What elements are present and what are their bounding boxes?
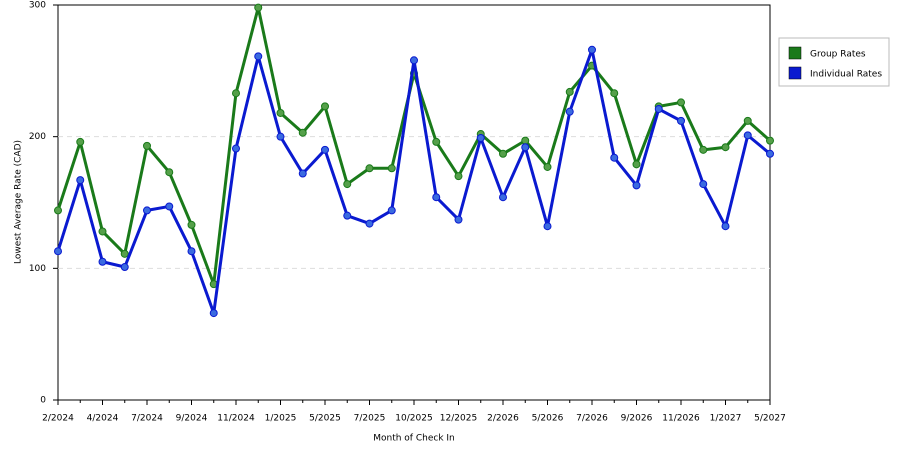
point [76, 176, 85, 185]
point [365, 219, 374, 228]
legend-swatch [788, 66, 802, 80]
x-tick-label: 9/2024 [176, 414, 208, 424]
point [766, 149, 774, 158]
point [387, 164, 396, 173]
x-tick-label: 11/2024 [217, 414, 255, 424]
y-tick-label: 200 [29, 132, 46, 142]
legend-label: Group Rates [810, 50, 866, 60]
point [276, 108, 285, 117]
x-tick-label: 2/2026 [487, 414, 519, 424]
x-tick-label: 4/2024 [87, 414, 119, 424]
point [343, 211, 352, 220]
x-tick-label: 11/2026 [662, 414, 700, 424]
point [565, 87, 574, 96]
legend-swatch [788, 46, 802, 60]
x-tick-label: 7/2025 [354, 414, 386, 424]
point [654, 105, 663, 114]
point [699, 145, 708, 154]
point [232, 89, 240, 98]
point [54, 247, 62, 256]
point [632, 160, 641, 169]
x-tick-label: 2/2024 [42, 414, 74, 424]
point [120, 263, 129, 272]
point [410, 56, 418, 65]
point [254, 52, 263, 61]
y-tick-label: 0 [40, 396, 46, 406]
point [298, 169, 307, 178]
point [76, 137, 85, 146]
y-tick-label: 300 [29, 1, 46, 11]
point [565, 107, 574, 116]
point [143, 141, 151, 150]
point [365, 164, 374, 173]
point [432, 193, 441, 202]
point [432, 137, 441, 146]
point [476, 133, 485, 142]
point [743, 131, 752, 140]
legend-label: Individual Rates [810, 70, 882, 80]
point [143, 206, 151, 215]
y-tick-label: 100 [29, 264, 46, 274]
point [610, 89, 619, 98]
x-tick-label: 5/2025 [309, 414, 341, 424]
point [743, 116, 752, 125]
x-tick-label: 1/2025 [265, 414, 297, 424]
x-tick-label: 5/2026 [532, 414, 564, 424]
point [543, 162, 552, 171]
point [521, 136, 530, 145]
point [120, 249, 129, 258]
point [632, 181, 641, 190]
point [98, 257, 107, 266]
x-tick-label: 7/2026 [576, 414, 608, 424]
point [187, 247, 196, 256]
point [276, 132, 285, 141]
point [387, 206, 396, 215]
point [254, 3, 263, 12]
point [165, 168, 174, 177]
point [721, 143, 730, 152]
x-tick-label: 1/2027 [710, 414, 742, 424]
point [766, 136, 774, 145]
point [321, 102, 329, 111]
point [454, 172, 463, 181]
point [588, 45, 596, 54]
point [610, 153, 619, 162]
point [321, 145, 329, 154]
point [677, 98, 685, 107]
point [699, 180, 708, 189]
x-tick-label: 7/2024 [131, 414, 163, 424]
point [721, 222, 730, 231]
point [232, 144, 240, 153]
point [454, 215, 463, 224]
point [54, 206, 62, 215]
y-axis-label: Lowest Average Rate (CAD) [14, 140, 24, 264]
point [298, 128, 307, 137]
point [187, 220, 196, 229]
x-tick-label: 9/2026 [621, 414, 653, 424]
x-tick-label: 5/2027 [754, 414, 786, 424]
point [521, 143, 530, 152]
point [343, 180, 352, 189]
point [499, 149, 507, 158]
x-tick-label: 10/2025 [395, 414, 432, 424]
point [499, 193, 507, 202]
point [543, 222, 552, 231]
point [677, 116, 685, 125]
point [165, 202, 174, 211]
point [98, 227, 107, 236]
point [209, 309, 218, 318]
x-tick-label: 12/2025 [440, 414, 477, 424]
x-axis-label: Month of Check In [373, 434, 455, 444]
